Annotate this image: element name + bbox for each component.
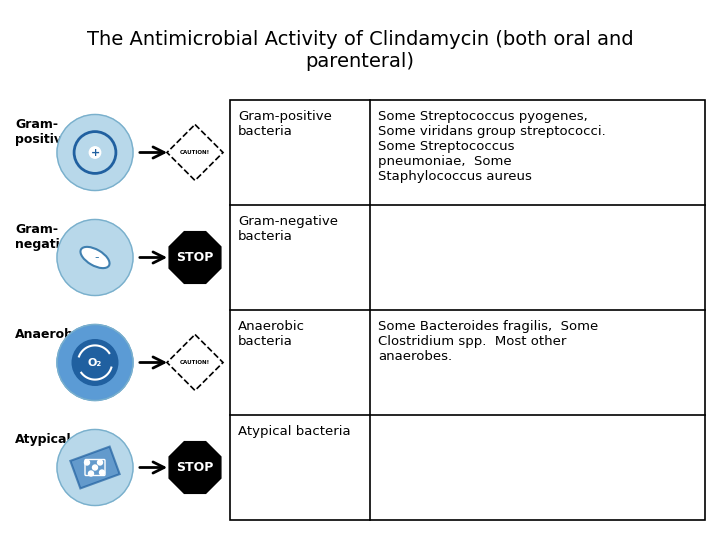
Text: STOP: STOP (176, 461, 214, 474)
Text: CAUTION!: CAUTION! (180, 360, 210, 365)
Circle shape (92, 465, 97, 470)
Text: Atypical bacteria: Atypical bacteria (238, 425, 351, 438)
Circle shape (57, 325, 133, 401)
Polygon shape (169, 442, 221, 494)
Text: Gram-
positive: Gram- positive (15, 118, 71, 146)
Text: +: + (91, 147, 99, 158)
Circle shape (89, 147, 101, 158)
Text: Some Bacteroides fragilis,  Some
Clostridium spp.  Most other
anaerobes.: Some Bacteroides fragilis, Some Clostrid… (378, 320, 598, 363)
Text: Gram-
negative: Gram- negative (15, 223, 76, 251)
Text: Some Streptococcus pyogenes,
Some viridans group streptococci.
Some Streptococcu: Some Streptococcus pyogenes, Some virida… (378, 110, 606, 183)
Text: Gram-negative
bacteria: Gram-negative bacteria (238, 215, 338, 243)
Circle shape (97, 460, 102, 465)
Text: STOP: STOP (176, 251, 214, 264)
Text: Atypical: Atypical (15, 433, 71, 446)
Text: parenteral): parenteral) (305, 52, 415, 71)
Circle shape (57, 219, 133, 295)
Circle shape (89, 471, 94, 476)
Text: The Antimicrobial Activity of Clindamycin (both oral and: The Antimicrobial Activity of Clindamyci… (86, 30, 634, 49)
Polygon shape (169, 232, 221, 284)
Text: Anaerobic
bacteria: Anaerobic bacteria (238, 320, 305, 348)
Polygon shape (167, 334, 223, 390)
Polygon shape (71, 447, 120, 488)
Text: Gram-positive
bacteria: Gram-positive bacteria (238, 110, 332, 138)
Text: -: - (95, 251, 99, 264)
Circle shape (99, 470, 104, 475)
Ellipse shape (81, 247, 109, 268)
Circle shape (84, 460, 89, 465)
Circle shape (72, 340, 118, 386)
Text: Anaerobes: Anaerobes (15, 328, 90, 341)
Text: CAUTION!: CAUTION! (180, 150, 210, 155)
Text: O₂: O₂ (88, 357, 102, 368)
Polygon shape (167, 125, 223, 180)
Circle shape (57, 429, 133, 505)
Circle shape (57, 114, 133, 191)
Bar (230, 100, 705, 520)
